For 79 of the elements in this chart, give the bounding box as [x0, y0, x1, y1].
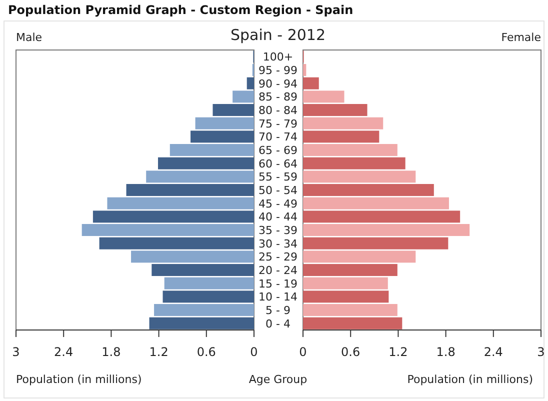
bar — [303, 290, 389, 303]
bar — [92, 210, 254, 223]
bar — [303, 277, 388, 290]
bar — [126, 184, 254, 196]
y-tick-label: 60 - 64 — [258, 157, 298, 170]
bar — [131, 250, 254, 263]
x-tick-label: 2.4 — [484, 345, 503, 359]
text: Female — [501, 31, 542, 44]
y-tick-label: 0 - 4 — [266, 317, 290, 330]
bar — [82, 224, 254, 236]
bar — [154, 304, 254, 316]
x-tick-label: 1.2 — [149, 345, 168, 359]
bar — [162, 290, 254, 303]
bar — [303, 90, 344, 103]
y-tick-label: 25 - 29 — [258, 250, 298, 264]
y-tick-label: 15 - 19 — [258, 277, 298, 290]
bar — [303, 237, 448, 250]
bar — [146, 170, 254, 183]
y-tick-label: 20 - 24 — [258, 264, 298, 277]
bar — [99, 237, 254, 250]
bar — [303, 144, 398, 156]
y-tick-label: 95 - 99 — [258, 64, 298, 77]
y-tick-label: 55 - 59 — [258, 170, 298, 184]
x-tick-label: 1.2 — [388, 345, 408, 359]
bar — [303, 117, 384, 130]
y-tick-label: 90 - 94 — [258, 77, 298, 90]
bar — [303, 157, 406, 170]
x-tick-label: 3 — [12, 345, 20, 359]
text: Male — [16, 31, 42, 44]
bar — [246, 77, 254, 90]
y-tick-label: 35 - 39 — [258, 224, 298, 237]
bar — [107, 197, 254, 210]
bar — [303, 304, 398, 316]
y-tick-label: 85 - 89 — [258, 90, 298, 104]
x-tick-label: 3 — [537, 345, 545, 359]
y-tick-label: 10 - 14 — [258, 290, 298, 304]
y-tick-label: 45 - 49 — [258, 197, 298, 210]
y-tick-label: 70 - 74 — [258, 130, 298, 144]
bar — [303, 224, 470, 236]
bar — [303, 197, 449, 210]
bar — [303, 210, 460, 223]
x-tick-label: 0 — [250, 345, 258, 359]
chart-subtitle: Spain - 2012 — [230, 26, 326, 44]
x-tick-label: 0.6 — [196, 345, 216, 359]
bar — [303, 77, 319, 90]
x-tick-label: 0 — [299, 345, 307, 359]
bar — [303, 104, 368, 116]
y-tick-label: 65 - 69 — [258, 144, 298, 157]
x-tick-label: 0.6 — [341, 345, 360, 359]
x-tick-label: 1.8 — [102, 345, 121, 359]
y-tick-label: 40 - 44 — [258, 210, 298, 224]
bar — [303, 170, 416, 183]
bar — [303, 264, 398, 276]
y-axis-title: Age Group — [248, 373, 308, 386]
x-tick-label: 2.4 — [54, 345, 74, 359]
chart-title: Population Pyramid Graph - Custom Region - Spain — [8, 3, 354, 17]
bar — [212, 104, 254, 116]
bar — [303, 317, 402, 330]
bar — [303, 184, 434, 196]
y-tick-label: 5 - 9 — [266, 304, 290, 317]
y-tick-label: 75 - 79 — [258, 117, 298, 130]
x-axis-title: Population (in millions) — [407, 373, 533, 386]
y-tick-label: 30 - 34 — [258, 237, 298, 250]
bar — [303, 130, 380, 143]
bar — [303, 250, 416, 263]
bar — [303, 64, 306, 76]
bar — [232, 90, 254, 103]
bar — [164, 277, 254, 290]
bar — [152, 264, 254, 276]
bar — [149, 317, 254, 330]
y-tick-label: 50 - 54 — [258, 184, 298, 197]
x-axis-title: Population (in millions) — [16, 373, 142, 386]
y-tick-label: 80 - 84 — [258, 104, 298, 117]
y-tick-label: 100+ — [262, 50, 294, 64]
bar — [158, 157, 254, 170]
bar — [190, 130, 254, 143]
bar — [170, 144, 254, 156]
x-tick-label: 1.8 — [436, 345, 456, 359]
bar — [195, 117, 254, 130]
